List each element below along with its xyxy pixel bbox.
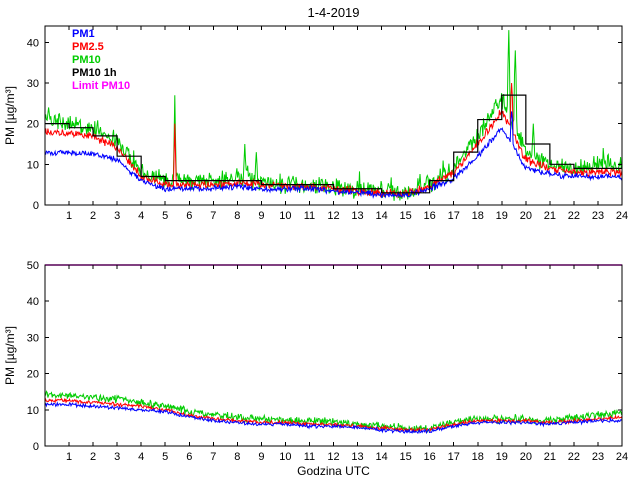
x-tick-label: 15	[400, 210, 412, 222]
x-tick-label: 23	[592, 210, 604, 222]
series-pm1	[44, 111, 623, 199]
x-tick-label: 11	[304, 210, 315, 222]
x-tick-label: 4	[138, 451, 144, 463]
x-tick-label: 3	[114, 451, 120, 463]
x-tick-label: 10	[279, 451, 291, 463]
x-tick-label: 9	[258, 451, 264, 463]
legend-item-pm10-1h: PM10 1h	[72, 67, 117, 79]
x-tick-label: 24	[616, 210, 628, 222]
y-tick-label: 20	[27, 119, 39, 131]
x-tick-label: 5	[162, 451, 168, 463]
y-tick-label: 10	[27, 405, 39, 417]
x-tick-label: 24	[616, 451, 628, 463]
x-tick-label: 13	[351, 210, 363, 222]
x-tick-label: 19	[496, 210, 508, 222]
x-tick-label: 7	[210, 451, 216, 463]
x-tick-label: 12	[327, 451, 339, 463]
y-tick-label: 20	[27, 369, 39, 381]
x-tick-label: 13	[351, 451, 363, 463]
legend-item-pm1: PM1	[72, 28, 95, 40]
x-tick-label: 1	[66, 451, 72, 463]
series-pm2-5	[44, 397, 623, 433]
x-tick-label: 22	[568, 451, 580, 463]
y-axis-label: PM [µg/m³]	[3, 326, 17, 385]
x-tick-label: 1	[66, 210, 72, 222]
plot-area	[45, 26, 622, 205]
x-tick-label: 17	[448, 451, 460, 463]
series-pm1	[44, 401, 623, 435]
y-tick-label: 30	[27, 332, 39, 344]
x-tick-label: 5	[162, 210, 168, 222]
x-tick-label: 16	[424, 451, 436, 463]
x-tick-label: 15	[400, 451, 412, 463]
top-chart: 1 2 3 4 5 6 7 8 9 10 11 12 13 14 15 16 17 18 19 20 21 22 23 240…	[3, 25, 628, 222]
y-tick-label: 30	[27, 78, 39, 90]
x-tick-label: 17	[448, 210, 460, 222]
x-tick-label: 9	[258, 210, 264, 222]
y-tick-label: 0	[33, 200, 39, 212]
y-tick-label: 0	[33, 441, 39, 453]
x-tick-label: 8	[234, 210, 240, 222]
x-tick-label: 16	[424, 210, 436, 222]
x-tick-label: 21	[544, 451, 556, 463]
x-tick-label: 2	[90, 210, 96, 222]
y-tick-label: 50	[27, 260, 39, 272]
x-tick-label: 6	[186, 210, 192, 222]
plot-area	[45, 265, 622, 446]
x-tick-label: 12	[327, 210, 339, 222]
x-tick-label: 14	[375, 451, 387, 463]
y-tick-label: 40	[27, 37, 39, 49]
x-axis-label: Godzina UTC	[297, 464, 370, 478]
x-tick-label: 23	[592, 451, 604, 463]
x-tick-label: 14	[375, 210, 387, 222]
legend-item-pm2-5: PM2.5	[72, 41, 104, 53]
y-tick-label: 40	[27, 296, 39, 308]
x-tick-label: 10	[279, 210, 291, 222]
x-tick-label: 7	[210, 210, 216, 222]
x-tick-label: 21	[544, 210, 556, 222]
legend-item-pm10: PM10	[72, 54, 101, 66]
legend: PM1 PM2.5 PM10 PM10 1h Limit PM10	[72, 28, 130, 93]
x-tick-label: 11	[304, 451, 315, 463]
x-tick-label: 3	[114, 210, 120, 222]
bottom-chart: 1 2 3 4 5 6 7 8 9 10 11 12 13 14 15 16 17 18 19 20 21 22 23 240…	[3, 260, 628, 478]
x-tick-label: 22	[568, 210, 580, 222]
x-tick-label: 4	[138, 210, 144, 222]
x-tick-label: 20	[520, 210, 532, 222]
x-tick-label: 8	[234, 451, 240, 463]
y-tick-label: 10	[27, 159, 39, 171]
x-tick-label: 20	[520, 451, 532, 463]
y-axis-label: PM [µg/m³]	[3, 86, 17, 145]
chart-title: 1-4-2019	[307, 5, 360, 20]
series-pm10-1h	[45, 94, 622, 194]
x-tick-label: 6	[186, 451, 192, 463]
x-tick-label: 2	[90, 451, 96, 463]
legend-item-limit-pm10: Limit PM10	[72, 80, 131, 92]
x-tick-label: 18	[472, 210, 484, 222]
x-tick-label: 19	[496, 451, 508, 463]
x-tick-label: 18	[472, 451, 484, 463]
